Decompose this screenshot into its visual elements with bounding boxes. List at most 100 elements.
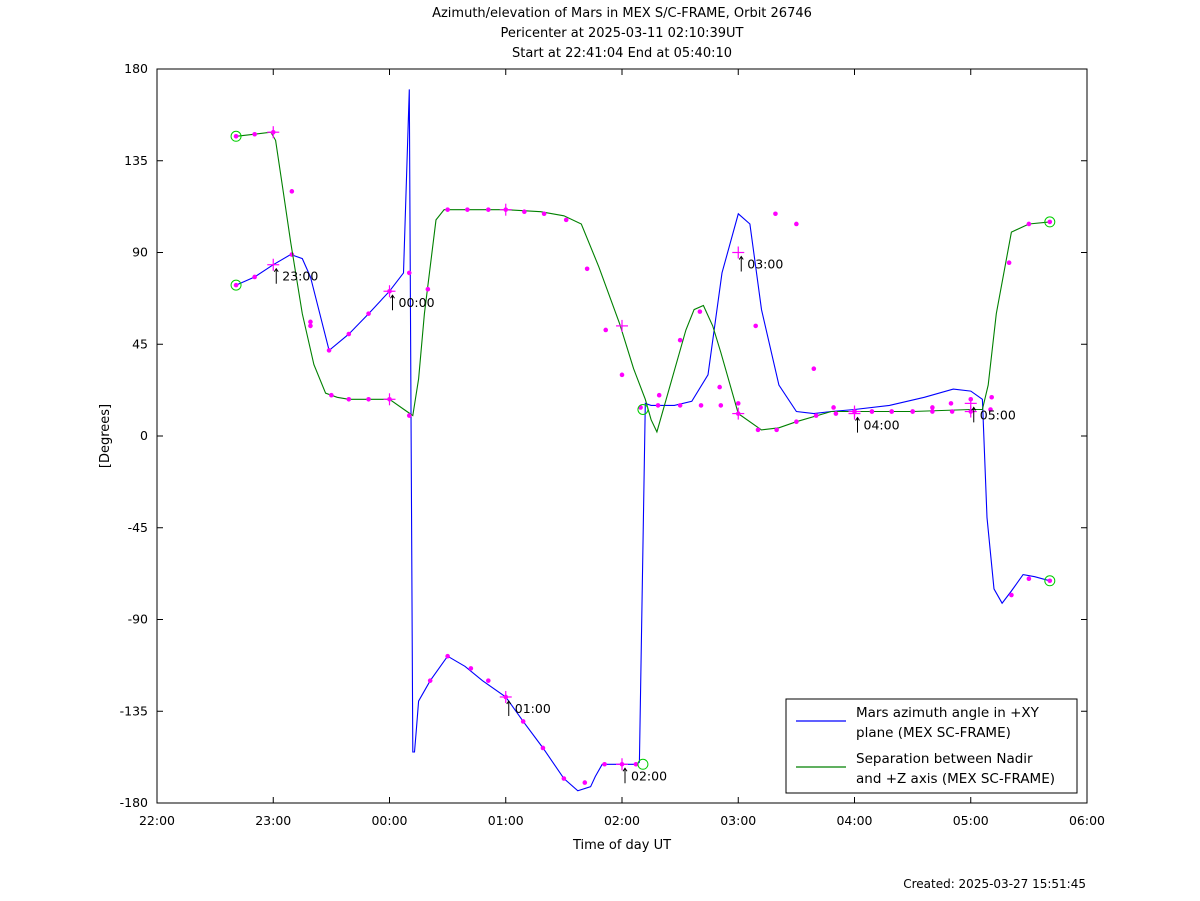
y-tick-label: 180 bbox=[124, 61, 148, 76]
x-tick-label: 04:00 bbox=[836, 813, 872, 828]
series-2-marker bbox=[366, 397, 371, 402]
series-2-marker bbox=[1006, 260, 1012, 265]
y-tick-label: -135 bbox=[120, 703, 148, 718]
series-2-marker bbox=[1047, 219, 1053, 225]
series-1-marker bbox=[698, 403, 704, 408]
series-1-marker bbox=[735, 401, 741, 406]
series-2-marker bbox=[465, 207, 470, 212]
x-tick-label: 03:00 bbox=[720, 813, 756, 828]
series-2-marker bbox=[425, 286, 431, 292]
series-1-marker bbox=[406, 270, 412, 276]
x-tick-label: 23:00 bbox=[255, 813, 291, 828]
legend-label-2: and +Z axis (MEX SC-FRAME) bbox=[856, 771, 1055, 787]
series-2-marker bbox=[889, 409, 894, 414]
series-2-marker bbox=[697, 309, 703, 314]
chart-title-line: Start at 22:41:04 End at 05:40:10 bbox=[512, 46, 732, 61]
series-line-2 bbox=[236, 131, 1050, 434]
series-1-marker bbox=[930, 405, 935, 410]
chart-title: Azimuth/elevation of Mars in MEX S/C-FRA… bbox=[432, 6, 812, 61]
series-1-marker bbox=[582, 780, 588, 785]
series-1-marker bbox=[445, 653, 450, 659]
series-2-marker bbox=[1026, 221, 1032, 227]
legend-label-1: Mars azimuth angle in +XY bbox=[856, 705, 1040, 721]
series-2-marker bbox=[603, 327, 609, 333]
x-tick-label: 22:00 bbox=[139, 813, 175, 828]
series-1-marker bbox=[602, 761, 607, 767]
end-marker bbox=[1044, 575, 1056, 587]
series-2-marker bbox=[406, 413, 412, 418]
series-1-marker bbox=[233, 282, 239, 288]
series-1-marker bbox=[811, 366, 817, 372]
series-1-marker bbox=[1009, 592, 1014, 598]
series-1-marker bbox=[326, 348, 332, 353]
series-1-marker bbox=[540, 745, 546, 751]
hour-tag-label: 23:00 bbox=[282, 269, 318, 284]
series-1-marker bbox=[486, 678, 491, 683]
hour-tag-label: 04:00 bbox=[864, 418, 900, 433]
series-2-marker bbox=[656, 392, 662, 398]
series-1-marker bbox=[773, 211, 778, 217]
hour-tag-arrowhead bbox=[738, 255, 744, 260]
series-1-marker bbox=[948, 401, 954, 406]
series-2-marker bbox=[833, 411, 839, 416]
hour-tag-label: 05:00 bbox=[980, 407, 1016, 422]
chart-title-line: Azimuth/elevation of Mars in MEX S/C-FRA… bbox=[432, 6, 812, 21]
series-2-marker bbox=[522, 209, 527, 215]
chart-title-line: Pericenter at 2025-03-11 02:10:39UT bbox=[500, 26, 743, 41]
series-line-1 bbox=[235, 89, 1050, 792]
created-timestamp: Created: 2025-03-27 15:51:45 bbox=[903, 877, 1086, 891]
series-2-marker bbox=[869, 409, 875, 414]
series-1-marker bbox=[989, 394, 994, 400]
series-1-marker bbox=[366, 311, 371, 316]
hour-tag-label: 01:00 bbox=[515, 701, 551, 716]
series-1-marker bbox=[1047, 578, 1053, 584]
start-marker bbox=[230, 130, 242, 142]
end-marker bbox=[1044, 216, 1056, 228]
series-1-marker bbox=[677, 403, 683, 408]
series-1-marker bbox=[718, 403, 724, 408]
series-layer: 23:00 00:00 01:00 02:00 03:00 04:00 05:00 bbox=[230, 89, 1056, 792]
hour-tag-label: 03:00 bbox=[747, 257, 783, 272]
legend-box bbox=[785, 698, 1078, 794]
series-2-marker bbox=[930, 409, 935, 414]
series-2-marker bbox=[329, 392, 334, 398]
pericenter-marker bbox=[637, 758, 649, 770]
hour-tag-label: 02:00 bbox=[631, 768, 667, 783]
series-2-marker bbox=[233, 133, 239, 139]
x-tick-label: 01:00 bbox=[488, 813, 524, 828]
series-2-marker bbox=[308, 319, 313, 325]
series-1-marker bbox=[561, 776, 567, 781]
series-1-marker bbox=[1026, 576, 1032, 582]
series-2-marker bbox=[677, 337, 683, 343]
hour-tag-label: 00:00 bbox=[399, 295, 435, 310]
series-2-marker bbox=[813, 413, 819, 418]
hour-tag-arrowhead bbox=[506, 700, 512, 705]
series-2-marker bbox=[346, 397, 352, 402]
series-2-marker bbox=[774, 427, 779, 433]
hour-tag-arrowhead bbox=[390, 294, 395, 299]
y-tick-label: -45 bbox=[128, 520, 148, 535]
legend-label-2: Separation between Nadir bbox=[856, 751, 1033, 767]
legend-label-1: plane (MEX SC-FRAME) bbox=[856, 725, 1011, 741]
series-2-marker bbox=[949, 409, 955, 414]
series-2-marker bbox=[541, 211, 547, 217]
hour-tag-arrowhead bbox=[622, 767, 628, 772]
series-2-marker bbox=[563, 217, 569, 223]
series-2-marker bbox=[619, 372, 625, 378]
y-tick-label: -180 bbox=[120, 795, 148, 810]
x-tick-label: 06:00 bbox=[1069, 813, 1105, 828]
series-2-marker bbox=[289, 189, 295, 194]
series-1-marker bbox=[633, 761, 639, 767]
series-2-marker bbox=[755, 427, 761, 433]
hour-tag-arrowhead bbox=[971, 406, 977, 411]
hour-tag-arrowhead bbox=[855, 416, 860, 421]
y-tick-label: -90 bbox=[128, 612, 148, 627]
x-axis-label: Time of day UT bbox=[572, 838, 671, 853]
series-2-marker bbox=[794, 419, 799, 425]
series-2-marker bbox=[486, 207, 491, 212]
pericenter-marker bbox=[637, 403, 649, 415]
series-1-marker bbox=[308, 323, 313, 329]
y-tick-label: 45 bbox=[132, 336, 148, 351]
series-1-marker bbox=[427, 678, 433, 683]
series-2-marker bbox=[988, 407, 993, 412]
